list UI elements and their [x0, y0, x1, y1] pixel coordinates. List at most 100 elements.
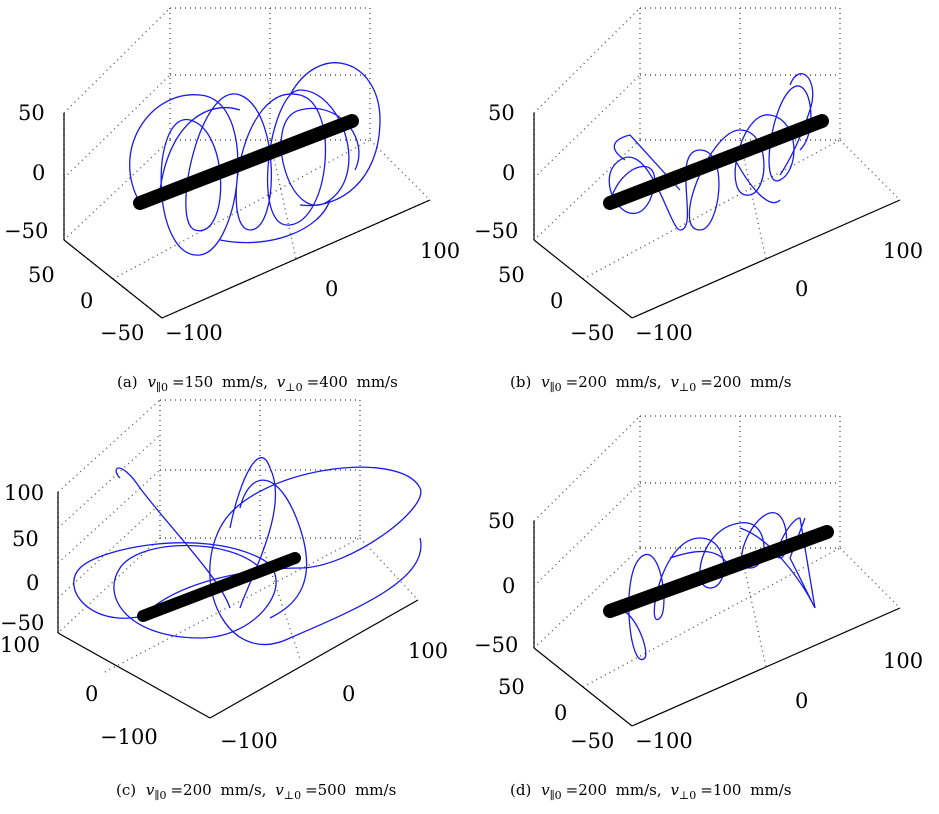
panel-d-y-tick-0: 0	[554, 701, 567, 725]
panel-c-caption-v-perp: 500	[318, 781, 347, 799]
panel-a: 50 0 −50 50 0 −50 −100 0 100 (a) v∥0 =150…	[4, 7, 460, 394]
panel-c-x-tick-neg100: −100	[220, 729, 278, 753]
panel-b-z-tick-neg50: −50	[474, 219, 518, 243]
panel-d-caption-label: (d)	[510, 781, 531, 799]
panel-b-ticks: 50 0 −50 50 0 −50 −100 0 100	[474, 101, 923, 345]
panel-d-caption: (d) v∥0 =200 mm/s, v⊥0 =100 mm/s	[510, 781, 791, 802]
panel-d-caption-sub-par: ∥0	[550, 789, 562, 802]
panel-a-axes	[63, 113, 431, 319]
panel-a-x-tick-0: 0	[325, 277, 338, 301]
panel-a-x-tick-neg100: −100	[165, 321, 223, 345]
panel-a-x-tick-100: 100	[420, 239, 460, 263]
panel-a-chain	[133, 114, 359, 210]
panel-a-caption-label: (a)	[117, 373, 138, 391]
panel-d-caption-unit2: mm/s	[750, 781, 791, 799]
panel-a-caption-sub-par: ∥0	[156, 381, 168, 394]
panel-a-z-tick-neg50: −50	[4, 219, 48, 243]
panel-a-y-tick-neg50: −50	[100, 321, 144, 345]
panel-b-axes	[533, 113, 901, 319]
panel-d-x-tick-neg100: −100	[635, 729, 693, 753]
panel-c-y-tick-100: 100	[0, 633, 40, 657]
panel-c-caption-symbol-par: v	[146, 781, 155, 799]
panel-b-caption-unit2: mm/s	[750, 373, 791, 391]
panel-b-x-tick-100: 100	[883, 239, 923, 263]
panel-d-ticks: 50 0 −50 50 0 −50 −100 0 100	[474, 509, 923, 753]
panel-c-caption-sub-par: ∥0	[154, 789, 166, 802]
panel-a-z-tick-0: 0	[32, 161, 45, 185]
panel-b-z-tick-0: 0	[502, 161, 515, 185]
panel-a-trajectory	[129, 62, 381, 256]
panel-d-trajectory	[609, 512, 816, 661]
panel-b-caption-label: (b)	[510, 373, 531, 391]
panel-b-chain	[603, 114, 829, 210]
panel-c-caption-symbol-perp: v	[275, 781, 284, 799]
panel-a-caption-symbol-perp: v	[277, 373, 286, 391]
panel-b-caption-sub-perp: ⊥0	[679, 381, 696, 394]
panel-a-caption-unit1: mm/s	[222, 373, 263, 391]
panel-b-z-tick-50: 50	[488, 101, 515, 125]
panel-d-grid	[533, 415, 901, 688]
panel-b-x-tick-neg100: −100	[635, 321, 693, 345]
panel-d-caption-symbol-perp: v	[670, 781, 679, 799]
panel-b-y-tick-neg50: −50	[570, 321, 614, 345]
panel-c-x-tick-0: 0	[342, 682, 355, 706]
panel-c: 100 50 0 −50 100 0 −100 −100 0 100 (c) v…	[0, 399, 448, 802]
panel-c-z-tick-0: 0	[26, 571, 39, 595]
panel-b: 50 0 −50 50 0 −50 −100 0 100 (b) v∥0 =200…	[474, 7, 923, 394]
panel-c-x-tick-100: 100	[408, 639, 448, 663]
panel-a-caption-symbol-par: v	[147, 373, 156, 391]
panel-c-caption-unit2: mm/s	[355, 781, 396, 799]
panel-c-ticks: 100 50 0 −50 100 0 −100 −100 0 100	[0, 481, 448, 753]
panel-b-y-tick-0: 0	[550, 289, 563, 313]
panel-b-caption-symbol-perp: v	[670, 373, 679, 391]
panel-b-caption-unit1: mm/s	[616, 373, 657, 391]
panel-c-trajectory	[73, 457, 422, 646]
panel-b-caption-sub-par: ∥0	[550, 381, 562, 394]
panel-c-y-tick-0: 0	[85, 682, 98, 706]
panel-b-trajectory	[608, 73, 814, 231]
panel-c-caption-sub-perp: ⊥0	[284, 789, 301, 802]
panel-b-caption-v-par: 200	[578, 373, 607, 391]
panel-a-caption-unit2: mm/s	[357, 373, 398, 391]
panel-c-chain	[137, 552, 301, 622]
panel-a-caption-v-par: 150	[185, 373, 214, 391]
panel-c-y-tick-neg100: −100	[100, 725, 158, 749]
panel-b-x-tick-0: 0	[795, 277, 808, 301]
panel-d-x-tick-0: 0	[795, 689, 808, 713]
panel-a-y-tick-50: 50	[28, 263, 55, 287]
panel-b-caption-v-perp: 200	[713, 373, 742, 391]
panel-d-y-tick-50: 50	[498, 675, 525, 699]
panel-b-y-tick-50: 50	[498, 263, 525, 287]
panel-c-z-tick-100: 100	[4, 481, 44, 505]
panel-d-z-tick-neg50: −50	[474, 633, 518, 657]
panel-d: 50 0 −50 50 0 −50 −100 0 100 (d) v∥0 =200…	[474, 415, 923, 802]
panel-c-z-tick-50: 50	[12, 527, 39, 551]
panel-d-caption-sub-perp: ⊥0	[679, 789, 696, 802]
panel-d-z-tick-50: 50	[488, 509, 515, 533]
panel-c-caption-v-par: 200	[183, 781, 212, 799]
panel-d-x-tick-100: 100	[883, 649, 923, 673]
panel-c-z-tick-neg50: −50	[0, 611, 44, 635]
panel-a-y-tick-0: 0	[80, 289, 93, 313]
panel-d-axes	[533, 521, 901, 727]
panel-c-caption-unit1: mm/s	[220, 781, 261, 799]
panel-d-caption-unit1: mm/s	[616, 781, 657, 799]
panel-c-caption-label: (c)	[116, 781, 136, 799]
panel-d-caption-symbol-par: v	[541, 781, 550, 799]
panel-a-ticks: 50 0 −50 50 0 −50 −100 0 100	[4, 101, 460, 345]
panel-d-z-tick-0: 0	[502, 574, 515, 598]
panel-a-caption-sub-perp: ⊥0	[285, 381, 302, 394]
panel-c-caption: (c) v∥0 =200 mm/s, v⊥0 =500 mm/s	[116, 781, 396, 802]
panel-c-axes	[57, 492, 419, 719]
panel-d-caption-v-par: 200	[578, 781, 607, 799]
panel-b-grid	[533, 7, 901, 280]
panel-b-caption: (b) v∥0 =200 mm/s, v⊥0 =200 mm/s	[510, 373, 791, 394]
panel-d-caption-v-perp: 100	[713, 781, 742, 799]
panel-a-caption: (a) v∥0 =150 mm/s, v⊥0 =400 mm/s	[117, 373, 398, 394]
panel-d-chain	[603, 525, 834, 618]
panel-a-z-tick-50: 50	[18, 101, 45, 125]
panel-d-y-tick-neg50: −50	[570, 729, 614, 753]
panel-a-caption-v-perp: 400	[319, 373, 348, 391]
panel-b-caption-symbol-par: v	[541, 373, 550, 391]
